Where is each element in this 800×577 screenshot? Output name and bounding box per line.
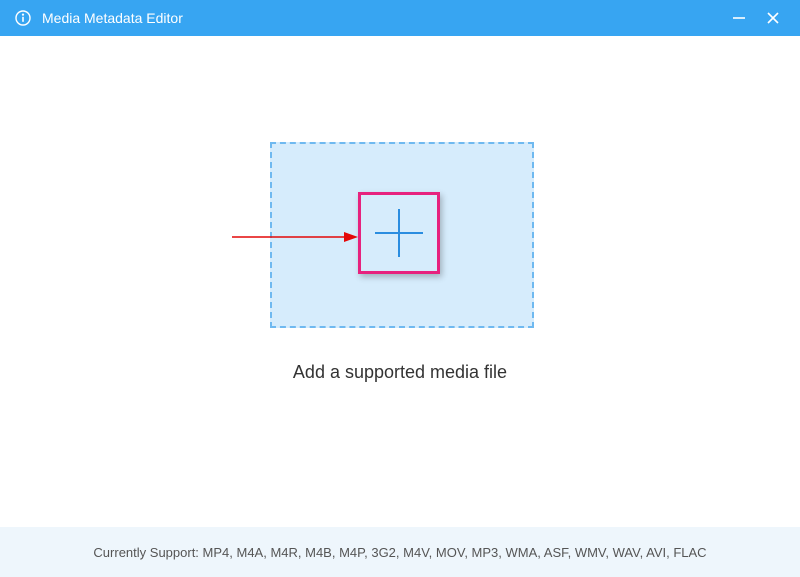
app-window: Media Metadata Editor Add a supported me… — [0, 0, 800, 577]
plus-icon — [371, 205, 427, 261]
window-title: Media Metadata Editor — [42, 10, 722, 26]
add-file-button[interactable] — [358, 192, 440, 274]
content-area: Add a supported media file — [0, 36, 800, 527]
footer-label: Currently Support: MP4, M4A, M4R, M4B, M… — [93, 545, 706, 560]
minimize-button[interactable] — [722, 0, 756, 36]
footer-label-prefix: Currently Support: — [93, 545, 202, 560]
instruction-text: Add a supported media file — [0, 362, 800, 383]
titlebar: Media Metadata Editor — [0, 0, 800, 36]
footer: Currently Support: MP4, M4A, M4R, M4B, M… — [0, 527, 800, 577]
footer-formats: MP4, M4A, M4R, M4B, M4P, 3G2, M4V, MOV, … — [203, 545, 707, 560]
close-button[interactable] — [756, 0, 790, 36]
info-icon — [14, 9, 32, 27]
